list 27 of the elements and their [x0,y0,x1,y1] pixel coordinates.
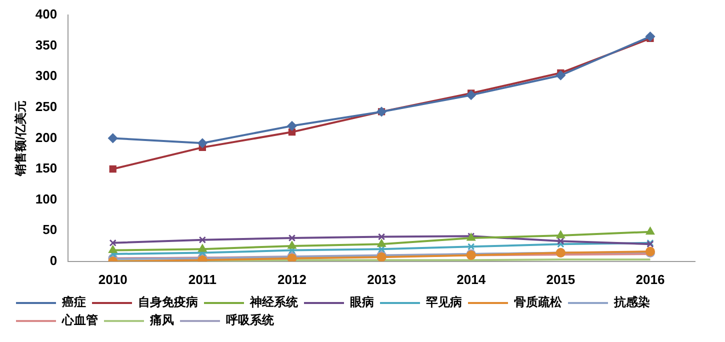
legend-label: 眼病 [350,295,374,310]
y-tick-label: 150 [35,160,58,176]
y-tick-label: 250 [35,98,58,114]
legend-label: 癌症 [61,295,86,310]
y-tick-label: 200 [35,130,58,145]
legend-label: 痛风 [149,313,174,328]
legend-label: 神经系统 [249,295,299,310]
y-tick-label: 400 [35,6,58,22]
y-axis-title: 销售额/亿美元 [14,100,28,177]
legend-label: 呼吸系统 [226,313,275,328]
x-tick-label: 2011 [188,272,217,287]
legend-label: 心血管 [61,313,98,328]
x-tick-label: 2014 [456,272,486,287]
y-tick-label: 350 [35,37,58,52]
legend-label: 罕见病 [425,295,462,310]
legend-label: 骨质疏松 [514,295,563,310]
y-tick-label: 300 [35,68,58,84]
x-tick-label: 2015 [546,272,576,287]
y-tick-label: 100 [35,191,58,206]
y-tick-label: 50 [42,222,58,238]
x-tick-label: 2013 [367,272,396,287]
y-tick-label: 0 [50,252,58,268]
x-tick-label: 2016 [636,272,665,287]
legend-label: 自身免疫病 [138,295,198,310]
legend-label: 抗感染 [613,295,650,310]
x-tick-label: 2012 [278,272,306,287]
x-tick-label: 2010 [98,272,128,287]
